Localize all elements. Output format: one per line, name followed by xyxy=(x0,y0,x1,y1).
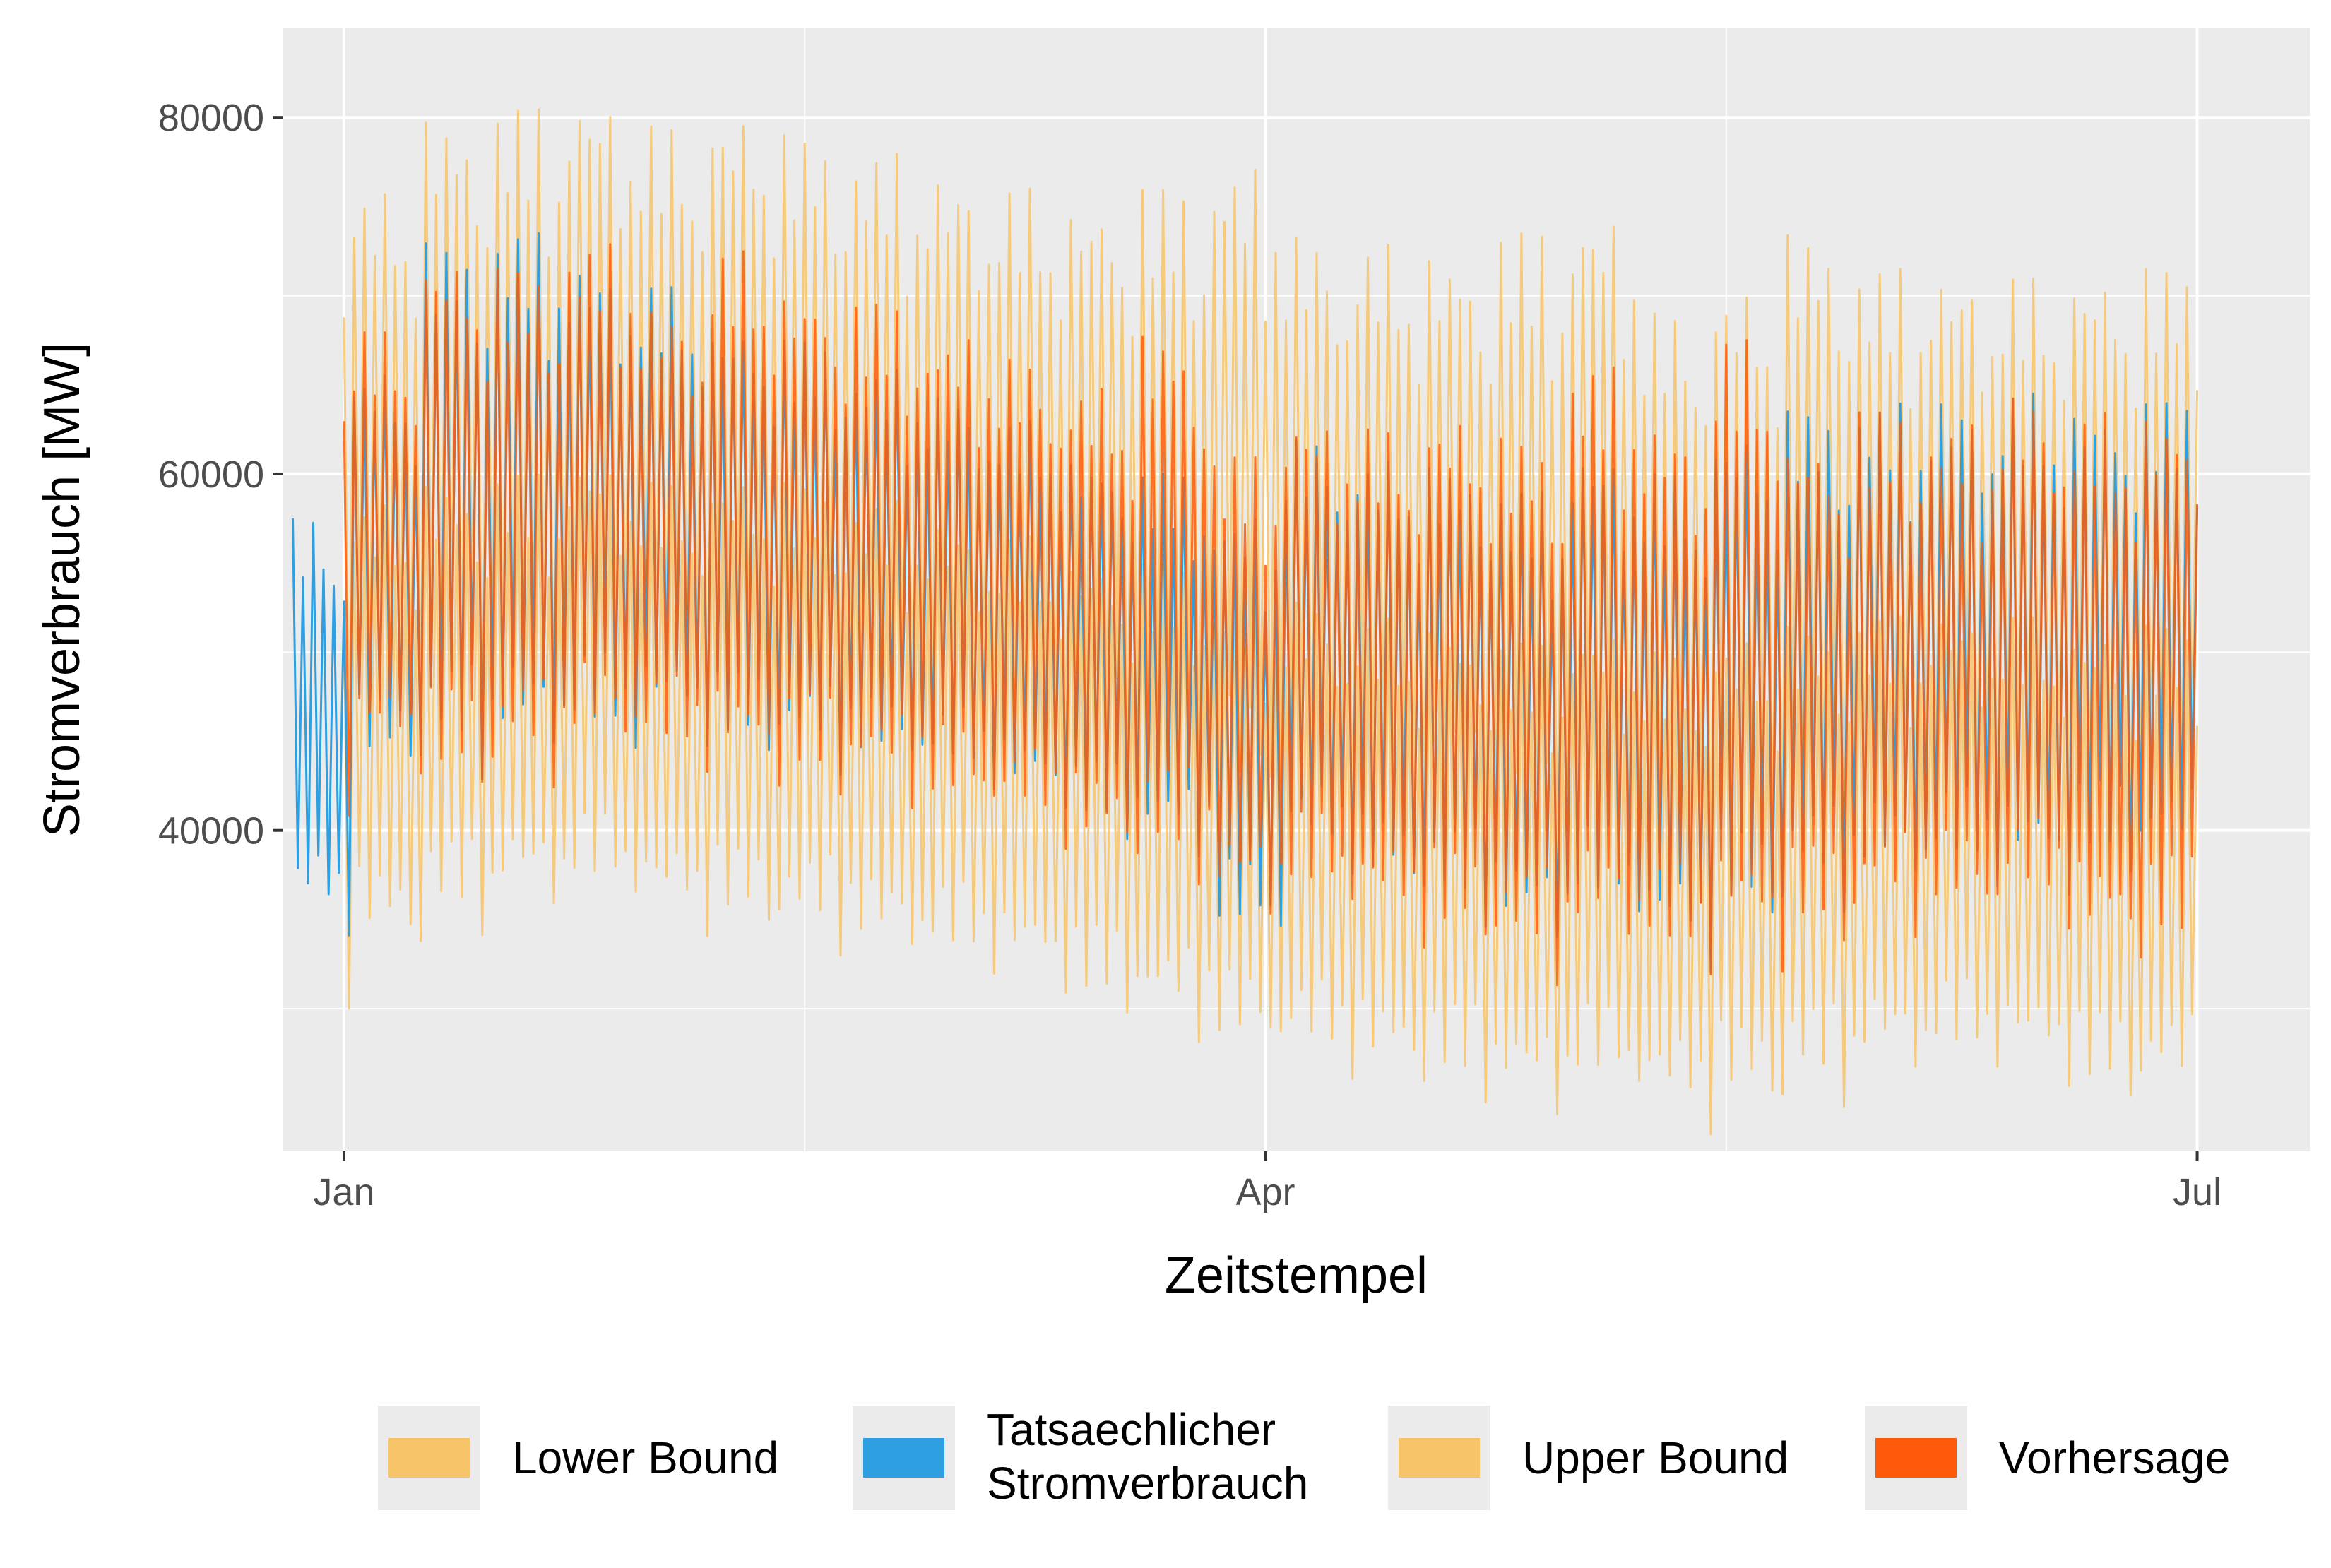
legend-item-upper: Upper Bound xyxy=(1388,1406,1789,1510)
y-tick-labels: 40000 60000 80000 xyxy=(158,97,264,853)
legend-item-forecast: Vorhersage xyxy=(1865,1406,2230,1510)
legend-label: Upper Bound xyxy=(1522,1432,1789,1483)
legend-label-line: Stromverbrauch xyxy=(987,1458,1308,1509)
series-upper-line xyxy=(343,108,2199,889)
x-tick-label: Jul xyxy=(2173,1171,2222,1213)
legend-swatch xyxy=(1399,1438,1480,1478)
x-tick-label: Jan xyxy=(313,1171,374,1213)
y-tick-label: 60000 xyxy=(158,453,264,496)
y-tick-label: 80000 xyxy=(158,97,264,139)
x-tick-label: Apr xyxy=(1235,1171,1295,1213)
series-lower-line xyxy=(343,473,2199,1136)
legend-label: Vorhersage xyxy=(1999,1432,2230,1483)
y-axis-title: Stromverbrauch [MW] xyxy=(34,343,90,837)
legend-label-line: Tatsaechlicher xyxy=(987,1404,1276,1455)
legend-swatch xyxy=(389,1438,470,1478)
series-layer xyxy=(292,108,2199,1136)
x-tick-labels: Jan Apr Jul xyxy=(313,1171,2222,1213)
legend-swatch xyxy=(1875,1438,1957,1478)
legend-swatch xyxy=(863,1438,944,1478)
legend-label: Lower Bound xyxy=(512,1432,778,1483)
y-tick-label: 40000 xyxy=(158,810,264,853)
legend-item-lower: Lower Bound xyxy=(378,1406,778,1510)
x-axis-title: Zeitstempel xyxy=(1165,1247,1428,1304)
series-forecast-line xyxy=(343,243,2199,987)
axis-ticks xyxy=(273,116,2199,1161)
